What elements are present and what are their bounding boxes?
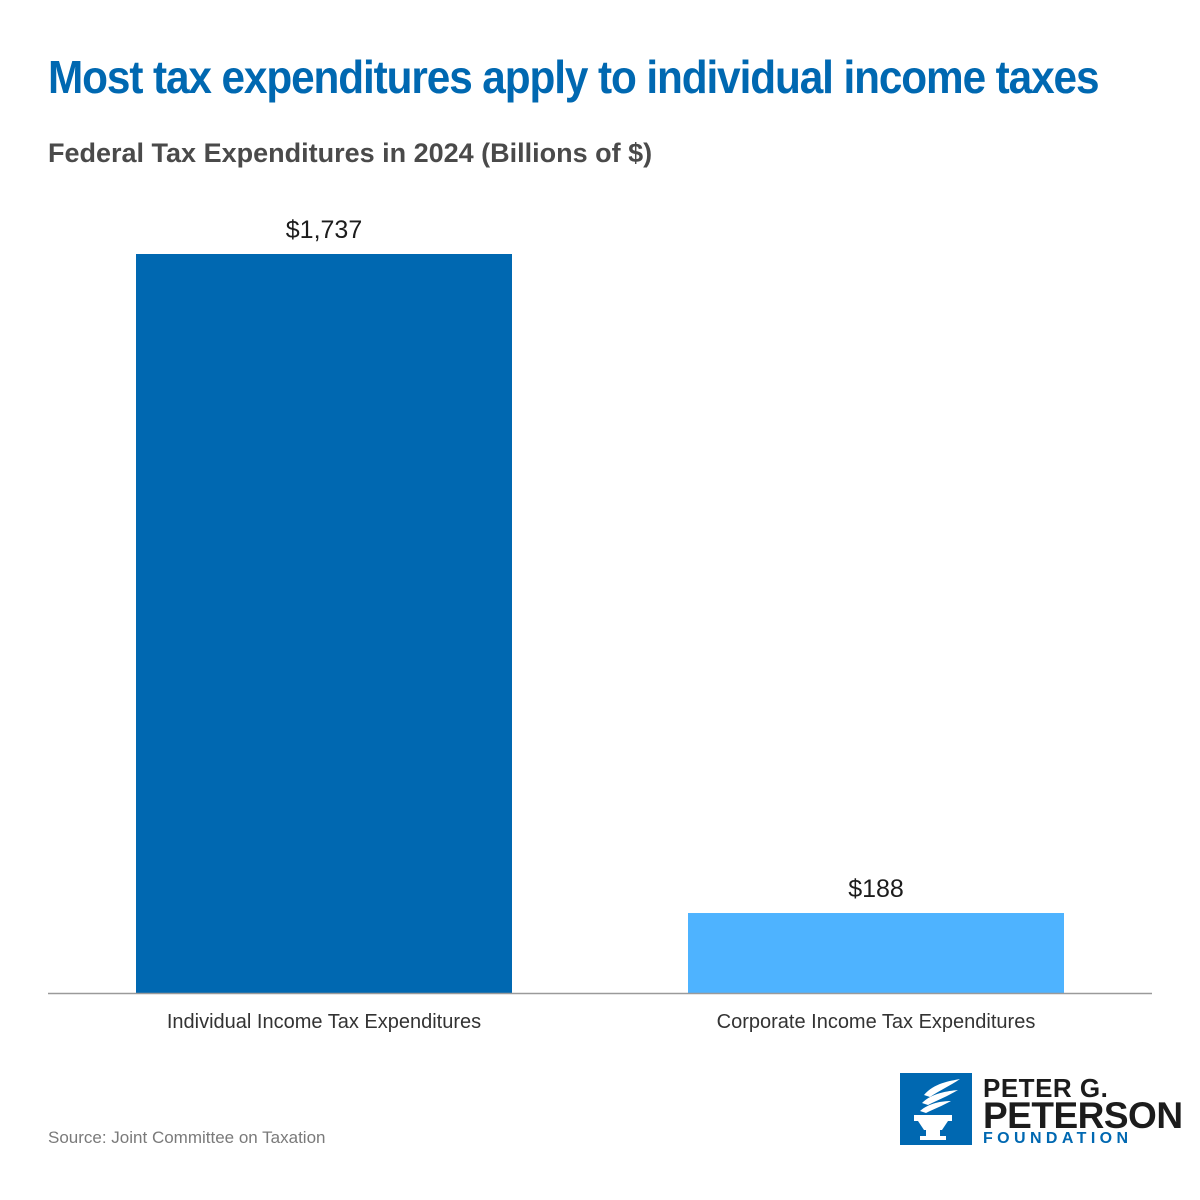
chart-subtitle: Federal Tax Expenditures in 2024 (Billio… <box>48 138 653 168</box>
bar-0 <box>136 254 512 993</box>
bar-1 <box>688 913 1064 993</box>
bar-chart: $1,737 Individual Income Tax Expenditures… <box>48 216 1152 1033</box>
source-note: Source: Joint Committee on Taxation <box>48 1128 326 1147</box>
category-label-0: Individual Income Tax Expenditures <box>167 1011 481 1033</box>
logo-text-line3: FOUNDATION <box>983 1130 1133 1147</box>
logo-text-line2: PETERSON <box>983 1095 1183 1136</box>
chart-title: Most tax expenditures apply to individua… <box>48 51 1099 103</box>
logo-text-line1: PETER G. <box>983 1073 1109 1103</box>
bar-value-label-0: $1,737 <box>286 216 362 244</box>
bar-value-label-1: $188 <box>848 875 904 903</box>
category-label-1: Corporate Income Tax Expenditures <box>717 1011 1036 1033</box>
peterson-foundation-logo: PETER G. PETERSON FOUNDATION <box>900 1073 1183 1148</box>
torch-icon <box>900 1073 972 1145</box>
